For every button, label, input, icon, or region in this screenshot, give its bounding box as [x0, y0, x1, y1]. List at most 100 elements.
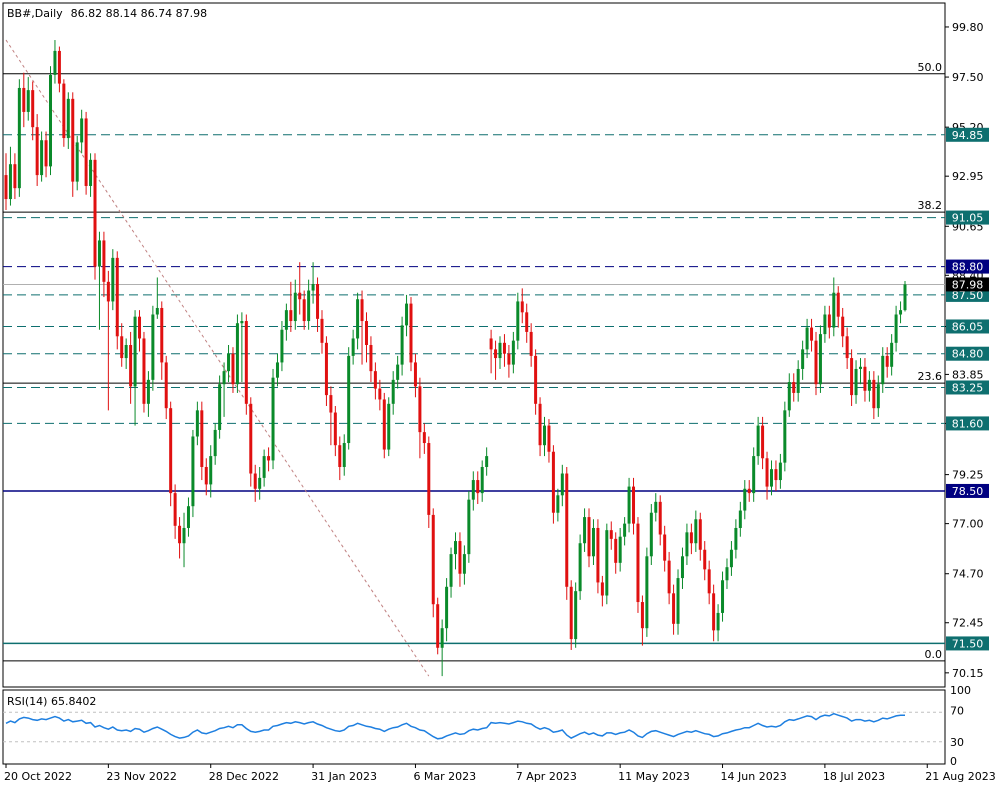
y-tick-label: 79.25 [952, 469, 984, 482]
candle-body [369, 345, 373, 372]
candle-body [275, 362, 279, 378]
candle-body [543, 425, 547, 446]
candle-body [636, 523, 640, 603]
candle-body [587, 517, 591, 557]
x-tick-label: 20 Oct 2022 [4, 770, 72, 783]
candle-body [89, 159, 93, 186]
candle-body [502, 342, 506, 354]
candle-body [747, 488, 751, 494]
candle-body [903, 284, 907, 311]
candle-body [609, 530, 613, 539]
candle-body [707, 569, 711, 594]
candle-body [342, 443, 346, 467]
candle-body [204, 466, 208, 485]
candle-body [680, 556, 684, 579]
candle-body [485, 456, 489, 467]
symbol-timeframe-label: BB#,Daily 86.82 88.14 86.74 87.98 [7, 7, 207, 20]
candle-body [351, 338, 355, 356]
ohlc-values: 86.82 88.14 86.74 87.98 [71, 7, 207, 20]
y-tick-label: 99.80 [952, 21, 984, 34]
candle-body [516, 301, 520, 341]
candle-body [97, 240, 101, 267]
candle-body [213, 429, 217, 457]
candle-body [124, 345, 128, 359]
candle-body [627, 486, 631, 524]
level-marker-bg [946, 319, 989, 334]
candle-body [894, 314, 898, 343]
candle-body [378, 388, 382, 400]
x-tick-label: 23 Nov 2022 [106, 770, 176, 783]
level-marker-label: 84.80 [952, 348, 984, 361]
candle-body [115, 257, 119, 337]
candle-body [75, 142, 79, 182]
fib-level-label: 50.0 [918, 61, 943, 74]
candle-body [462, 554, 466, 574]
candle-body [663, 534, 667, 561]
candle-body [35, 127, 39, 176]
candle-body [827, 314, 831, 328]
candle-body [818, 334, 822, 385]
candle-body [267, 456, 271, 461]
x-tick-label: 6 Mar 2023 [413, 770, 476, 783]
candle-body [721, 580, 725, 613]
y-tick-label: 72.45 [952, 617, 984, 630]
candle-body [302, 299, 306, 322]
candle-body [863, 366, 867, 391]
candle-body [31, 90, 35, 128]
candle-body [17, 87, 21, 189]
candle-body [600, 582, 604, 596]
candle-body [84, 118, 88, 186]
candle-body [142, 338, 146, 404]
candle-body [823, 314, 827, 335]
level-marker-bg [946, 346, 989, 361]
candle-body [445, 586, 449, 629]
candle-body [534, 355, 538, 404]
candle-body [547, 425, 551, 452]
candle-body [667, 560, 671, 594]
candle-body [244, 321, 248, 404]
candle-body [805, 327, 809, 350]
candle-body [405, 303, 409, 326]
candle-body [382, 399, 386, 450]
current-price-marker-label: 87.98 [952, 278, 984, 291]
candle-body [146, 379, 150, 404]
level-marker-bg [946, 380, 989, 395]
candle-body [40, 140, 44, 176]
candle-body [218, 384, 222, 430]
candle-body [560, 473, 564, 496]
candle-body [850, 358, 854, 396]
candle-body [801, 349, 805, 369]
rsi-line [5, 712, 905, 740]
symbol-label: BB#,Daily [7, 7, 63, 20]
candle-body [498, 342, 502, 359]
candle-body [387, 403, 391, 450]
candle-body [885, 355, 889, 367]
candle-body [80, 118, 84, 143]
candle-body [320, 318, 324, 343]
candle-body [231, 353, 235, 385]
candle-body [458, 541, 462, 574]
candle-body [569, 586, 573, 640]
candle-body [694, 519, 698, 544]
candle-body [578, 543, 582, 592]
candle-body [364, 321, 368, 345]
candle-body [476, 480, 480, 494]
candle-body [240, 321, 244, 324]
candle-body [890, 342, 894, 367]
candle-body [324, 342, 328, 396]
rsi-plot-frame [2, 689, 946, 765]
x-tick-label: 11 May 2023 [618, 770, 690, 783]
candle-body [551, 451, 555, 513]
candle-body [725, 567, 729, 581]
candle-body [832, 292, 836, 328]
candle-body [814, 340, 818, 385]
candle-body [298, 292, 302, 300]
candle-body [186, 506, 190, 528]
level-marker-bg [946, 636, 989, 651]
candle-body [507, 353, 511, 365]
fib-level-label: 0.0 [925, 648, 943, 661]
level-marker-bg [946, 127, 989, 142]
candle-body [761, 425, 765, 459]
candle-body [836, 292, 840, 317]
candle-body [529, 331, 533, 356]
